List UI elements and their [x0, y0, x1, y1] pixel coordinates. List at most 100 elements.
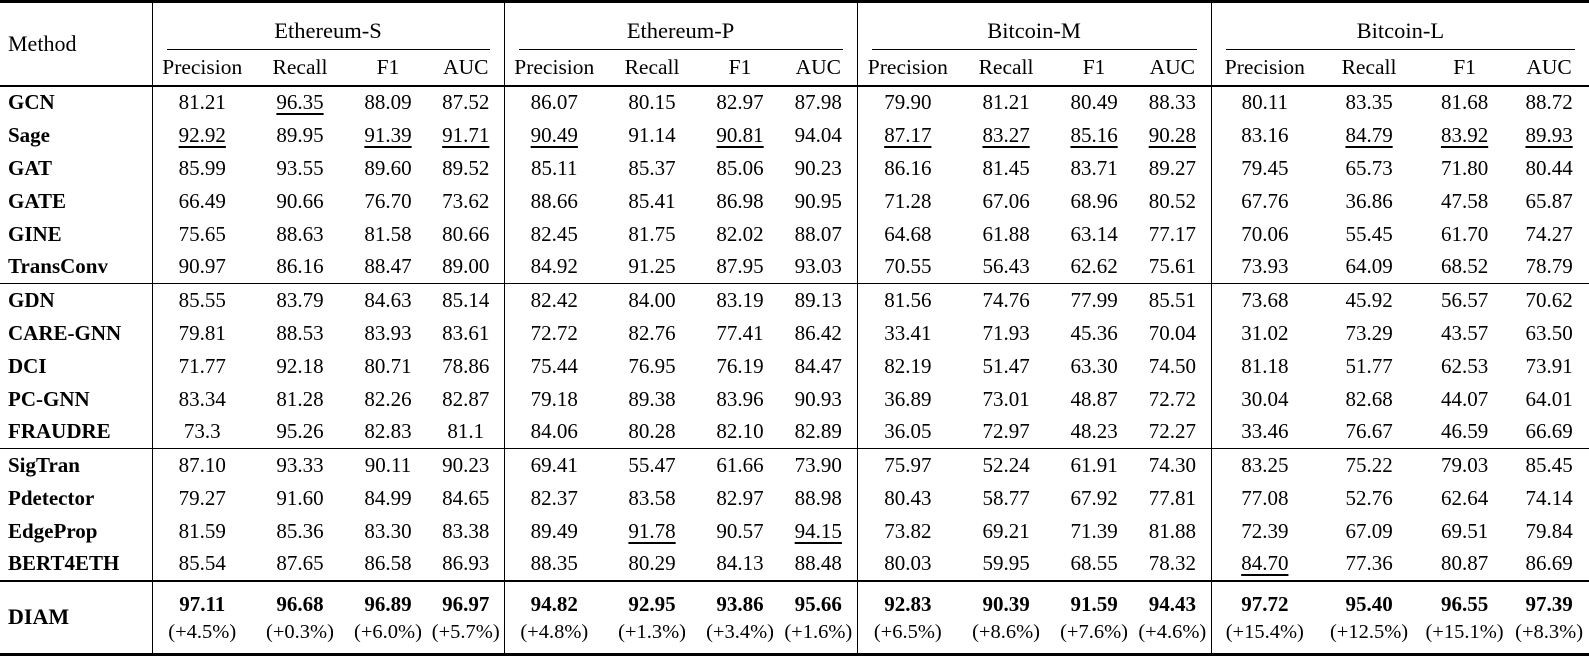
metric-value: 43.57: [1440, 320, 1489, 345]
metric-value-cell: 89.52: [428, 152, 504, 185]
metric-value-cell: 90.97: [151, 250, 252, 284]
metric-value-cell: 51.47: [958, 350, 1054, 383]
metric-value-cell: 86.58: [348, 548, 428, 581]
metric-value: 78.79: [1525, 254, 1573, 279]
table-row: GATE 66.49 90.66 76.70 73.62 88.66 85.41 86.98 9…: [0, 184, 1589, 218]
metric-value: 83.93: [364, 320, 412, 345]
metric-value: 82.83: [364, 419, 412, 444]
metric-value: 77.41: [716, 320, 764, 345]
metric-value-cell: 74.50: [1134, 350, 1211, 383]
metric-value-cell: 80.11: [1210, 85, 1319, 119]
metric-value-cell: 89.00: [428, 251, 504, 284]
diam-metric-cell: 94.82 (+4.8%): [503, 579, 605, 655]
diam-improvement: (+4.8%): [520, 621, 589, 644]
metric-value-cell: 89.93: [1509, 119, 1589, 152]
diam-metric-cell: 97.11 (+4.5%): [151, 579, 252, 655]
diam-value: 97.72: [1241, 591, 1289, 616]
diam-value: 92.95: [628, 591, 676, 616]
metric-value-cell: 86.69: [1509, 548, 1589, 581]
metric-value-cell: 62.64: [1420, 482, 1509, 515]
metric-value-cell: 77.99: [1054, 283, 1135, 317]
metric-value: 73.82: [884, 518, 932, 543]
metric-value: 51.47: [982, 353, 1030, 378]
metric-value-cell: 86.07: [503, 85, 605, 119]
metric-value-cell: 80.66: [428, 218, 504, 251]
method-name: Pdetector: [8, 485, 95, 510]
metric-value-cell: 73.68: [1210, 283, 1319, 317]
metric-value: 70.06: [1241, 221, 1289, 246]
method-name: TransConv: [8, 254, 108, 279]
metric-value-cell: 89.13: [780, 283, 858, 317]
metric-value-cell: 92.18: [252, 350, 348, 383]
metric-value-cell: 88.48: [780, 548, 857, 581]
metric-value-cell: 68.96: [1054, 185, 1134, 218]
metric-value-cell: 88.35: [503, 547, 605, 581]
metric-value: 92.18: [276, 353, 324, 378]
metric-value: 80.66: [442, 221, 490, 246]
metric-value: 84.92: [530, 254, 578, 279]
diam-metric-cell: 90.39 (+8.6%): [958, 579, 1055, 655]
metric-value-cell: 80.29: [604, 548, 700, 581]
metric-value-cell: 85.54: [151, 547, 252, 581]
metric-header-precision: Precision: [151, 49, 252, 87]
metric-value: 52.24: [982, 452, 1030, 477]
metric-value-cell: 62.53: [1420, 350, 1509, 383]
metric-header-recall: Recall: [1318, 49, 1421, 87]
metric-value-cell: 73.62: [428, 185, 504, 218]
metric-value: 47.58: [1440, 188, 1489, 213]
metric-value-cell: 81.56: [856, 283, 959, 317]
diam-metric-cell: 97.72 (+15.4%): [1210, 579, 1319, 655]
metric-value: 83.34: [178, 386, 226, 411]
metric-value: 82.26: [364, 386, 412, 411]
dataset-header-ethereum-p: Ethereum-P: [503, 1, 858, 50]
metric-value: 81.75: [628, 221, 676, 246]
metric-value-cell: 88.53: [252, 317, 348, 350]
metric-value: 88.09: [364, 90, 412, 114]
metric-value-cell: 77.08: [1210, 481, 1319, 515]
metric-value-cell: 75.97: [856, 448, 959, 482]
metric-value: 70.04: [1148, 320, 1196, 345]
metric-value-cell: 48.23: [1054, 416, 1134, 449]
metric-value-cell: 88.72: [1509, 86, 1589, 119]
metric-value-cell: 73.3: [151, 415, 252, 449]
method-name: DIAM: [0, 579, 152, 655]
metric-value-cell: 79.03: [1420, 448, 1510, 482]
metric-value-cell: 81.45: [958, 152, 1054, 185]
metric-value: 73.90: [794, 452, 842, 477]
diam-metric-cell: 96.97 (+5.7%): [428, 579, 505, 655]
metric-value-cell: 80.28: [604, 416, 700, 449]
metric-value: 55.47: [628, 452, 676, 477]
metric-value-cell: 33.41: [856, 316, 959, 350]
metric-value: 89.00: [442, 254, 490, 279]
metric-value-cell: 71.93: [958, 317, 1054, 350]
method-name: GCN: [8, 90, 55, 114]
method-name: GDN: [0, 283, 152, 317]
metric-value-cell: 75.22: [1318, 448, 1421, 482]
metric-value: 30.04: [1241, 386, 1289, 411]
metric-value-cell: 45.36: [1054, 317, 1134, 350]
metric-value: 77.81: [1148, 485, 1196, 510]
metric-value-cell: 82.26: [348, 383, 428, 416]
metric-value: 72.39: [1241, 518, 1289, 543]
metric-value-cell: 82.42: [503, 283, 605, 317]
metric-value: 81.1: [447, 419, 485, 444]
metric-value-cell: 84.70: [1210, 547, 1319, 581]
diam-value: 96.68: [276, 591, 324, 616]
metric-value: 91.14: [628, 122, 676, 147]
metric-value: 81.59: [178, 518, 226, 543]
metric-value-cell: 90.49: [503, 118, 605, 152]
metric-value: 86.42: [794, 320, 842, 345]
metric-value-cell: 61.66: [700, 448, 781, 482]
diam-improvement: (+4.6%): [1138, 621, 1207, 644]
metric-value-cell: 83.79: [252, 283, 348, 317]
table-row: BERT4ETH 85.54 87.65 86.58 86.93 88.35 80.29 84…: [0, 547, 1589, 581]
metric-value: 64.09: [1345, 254, 1393, 279]
metric-header-auc: AUC: [1509, 49, 1589, 87]
metric-value: 94.04: [794, 122, 842, 147]
metric-value: 89.38: [628, 386, 676, 411]
metric-value: 79.18: [530, 386, 578, 411]
metric-value-cell: 81.58: [348, 218, 428, 251]
table-row: GDN 85.55 83.79 84.63 85.14 82.42 84.00 83.19 89…: [0, 283, 1589, 317]
metric-value-cell: 84.79: [1318, 119, 1420, 152]
